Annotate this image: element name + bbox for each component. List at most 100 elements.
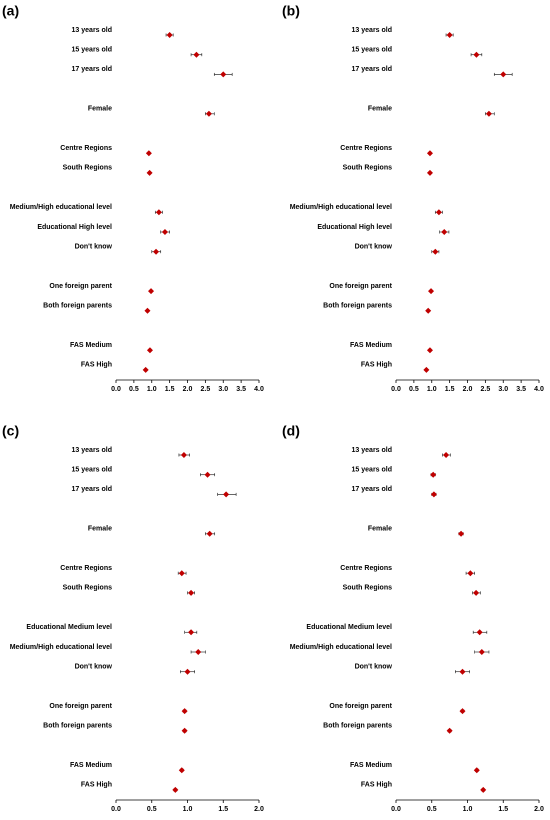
x-tick-label: 1.5 bbox=[165, 386, 175, 393]
point-estimate bbox=[459, 708, 466, 715]
row-label: Female bbox=[368, 106, 392, 113]
point-estimate bbox=[172, 786, 179, 793]
row-label: 13 years old bbox=[72, 27, 112, 34]
point-estimate bbox=[195, 649, 202, 655]
point-estimate bbox=[144, 307, 151, 314]
x-tick-label: 2.0 bbox=[463, 386, 473, 393]
row-label: Centre Regions bbox=[60, 565, 112, 572]
point-estimate bbox=[500, 71, 507, 78]
row-label: Don't know bbox=[355, 664, 393, 671]
point-estimate bbox=[145, 150, 152, 157]
row-label: Both foreign parents bbox=[43, 303, 112, 310]
row-label: 15 years old bbox=[352, 467, 392, 474]
row-label: One foreign parent bbox=[329, 283, 392, 290]
row-label: FAS High bbox=[81, 362, 112, 369]
row-label: FAS Medium bbox=[350, 762, 392, 769]
point-estimate bbox=[423, 366, 430, 373]
point-estimate bbox=[184, 668, 191, 675]
row-label: Centre Regions bbox=[340, 565, 392, 572]
x-tick-label: 2.0 bbox=[254, 806, 264, 813]
point-estimate bbox=[180, 452, 187, 458]
row-label: FAS Medium bbox=[350, 342, 392, 349]
point-estimate bbox=[435, 209, 442, 216]
x-tick-label: 2.5 bbox=[481, 386, 491, 393]
point-estimate bbox=[223, 491, 230, 498]
point-estimate bbox=[467, 570, 474, 577]
point-estimate bbox=[459, 668, 466, 675]
x-tick-label: 3.0 bbox=[218, 386, 228, 393]
point-estimate bbox=[432, 248, 439, 255]
x-tick-label: 4.0 bbox=[534, 386, 544, 393]
x-tick-label: 2.0 bbox=[183, 386, 193, 393]
x-tick-label: 2.5 bbox=[201, 386, 211, 393]
x-tick-label: 1.5 bbox=[218, 806, 228, 813]
point-estimate bbox=[206, 530, 213, 537]
x-tick-label: 1.0 bbox=[427, 386, 437, 393]
row-label: Medium/High educational level bbox=[290, 644, 392, 651]
point-estimate bbox=[204, 471, 211, 478]
point-estimate bbox=[446, 727, 453, 734]
row-label: One foreign parent bbox=[49, 703, 112, 710]
row-label: Both foreign parents bbox=[323, 723, 392, 730]
row-label: 15 years old bbox=[72, 467, 112, 474]
row-label: Female bbox=[88, 106, 112, 113]
row-label: Don't know bbox=[75, 664, 113, 671]
x-tick-label: 0.0 bbox=[391, 806, 401, 813]
row-label: Medium/High educational level bbox=[290, 204, 392, 211]
x-tick-label: 3.0 bbox=[498, 386, 508, 393]
point-estimate bbox=[188, 589, 195, 596]
point-estimate bbox=[161, 229, 168, 235]
point-estimate bbox=[426, 150, 433, 157]
point-estimate bbox=[478, 649, 485, 655]
point-estimate bbox=[458, 530, 465, 537]
x-tick-label: 1.0 bbox=[147, 386, 157, 393]
row-label: Centre Regions bbox=[340, 145, 392, 152]
point-estimate bbox=[430, 491, 437, 498]
point-estimate bbox=[220, 71, 227, 78]
point-estimate bbox=[485, 110, 492, 117]
row-label: Both foreign parents bbox=[43, 723, 112, 730]
point-estimate bbox=[480, 786, 487, 793]
panel: (c) 0.0 0.5 1.0 1.5 2.0 13 years old 15 years o… bbox=[2, 423, 264, 813]
point-estimate bbox=[430, 471, 437, 478]
point-estimate bbox=[426, 169, 433, 176]
row-label: 17 years old bbox=[72, 66, 112, 73]
panel-label: (a) bbox=[2, 3, 19, 19]
row-label: FAS Medium bbox=[70, 762, 112, 769]
row-label: FAS Medium bbox=[70, 342, 112, 349]
row-label: South Regions bbox=[63, 585, 112, 592]
point-estimate bbox=[193, 51, 200, 58]
row-label: Educational High level bbox=[37, 224, 112, 231]
x-tick-label: 0.5 bbox=[409, 386, 419, 393]
point-estimate bbox=[205, 110, 212, 117]
x-tick-label: 0.0 bbox=[111, 806, 121, 813]
row-label: 13 years old bbox=[352, 447, 392, 454]
x-tick-label: 1.0 bbox=[183, 806, 193, 813]
x-tick-label: 0.5 bbox=[129, 386, 139, 393]
row-label: Don't know bbox=[75, 244, 113, 251]
point-estimate bbox=[146, 169, 153, 176]
row-label: 17 years old bbox=[72, 486, 112, 493]
row-label: Educational Medium level bbox=[306, 624, 392, 631]
row-label: Centre Regions bbox=[60, 145, 112, 152]
row-label: Female bbox=[88, 526, 112, 533]
point-estimate bbox=[155, 209, 162, 216]
point-estimate bbox=[441, 229, 448, 235]
x-tick-label: 1.5 bbox=[498, 806, 508, 813]
x-tick-label: 1.0 bbox=[463, 806, 473, 813]
point-estimate bbox=[178, 767, 185, 774]
point-estimate bbox=[473, 589, 480, 596]
point-estimate bbox=[181, 727, 188, 734]
x-tick-label: 3.5 bbox=[516, 386, 526, 393]
x-tick-label: 1.5 bbox=[445, 386, 455, 393]
point-estimate bbox=[425, 307, 432, 314]
point-estimate bbox=[181, 708, 188, 715]
row-label: 15 years old bbox=[72, 47, 112, 54]
row-label: 17 years old bbox=[352, 486, 392, 493]
point-estimate bbox=[473, 51, 480, 58]
x-tick-label: 0.0 bbox=[391, 386, 401, 393]
point-estimate bbox=[443, 452, 450, 458]
row-label: FAS High bbox=[361, 782, 392, 789]
point-estimate bbox=[148, 288, 155, 295]
point-estimate bbox=[142, 366, 149, 373]
